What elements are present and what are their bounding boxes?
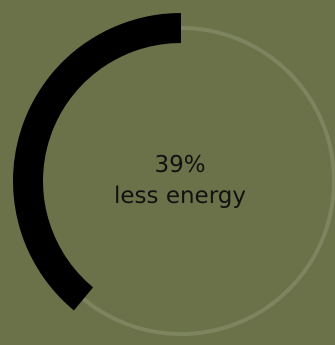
stat-label-group: 39% less energy xyxy=(0,150,335,212)
stat-caption: less energy xyxy=(114,183,246,209)
progress-arc xyxy=(13,13,182,311)
percentage-value: 39% xyxy=(154,152,206,178)
